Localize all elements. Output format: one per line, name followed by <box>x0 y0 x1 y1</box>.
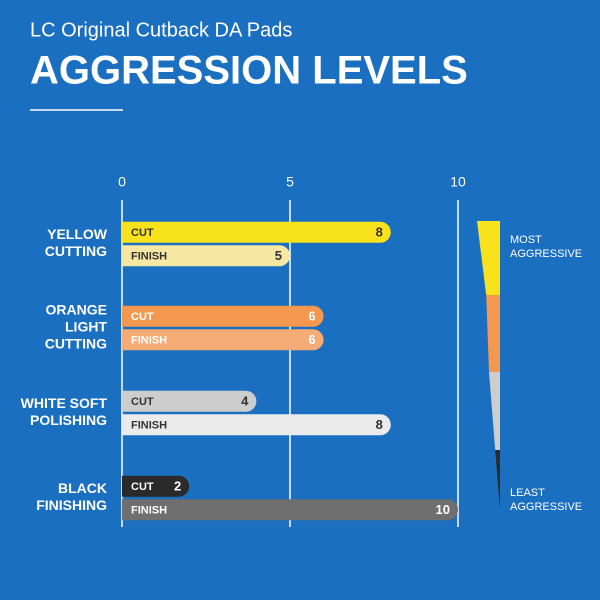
wedge-black <box>495 450 500 510</box>
scale-bottom-label: LEAST <box>510 487 545 499</box>
bar <box>122 221 391 243</box>
wedge-white <box>489 372 500 450</box>
bar-name: CUT <box>131 396 154 408</box>
bar-name: FINISH <box>131 420 167 432</box>
bar-name: CUT <box>131 227 154 239</box>
wedge-orange <box>486 295 500 372</box>
category-label: YELLOW <box>47 226 108 242</box>
scale-top-label: AGGRESSIVE <box>510 248 582 260</box>
category-label: WHITE SOFT <box>21 395 108 411</box>
value-label: 6 <box>308 332 315 347</box>
bar <box>122 475 190 497</box>
category-label: CUTTING <box>45 336 107 352</box>
value-label: 8 <box>376 225 383 240</box>
subtitle: LC Original Cutback DA Pads <box>30 19 292 41</box>
bar <box>122 414 391 436</box>
x-tick-label: 0 <box>118 174 126 190</box>
bar <box>122 245 290 267</box>
bar-name: FINISH <box>131 505 167 517</box>
category-label: ORANGE <box>46 302 107 318</box>
bar-name: FINISH <box>131 335 167 347</box>
title: AGGRESSION LEVELS <box>30 49 468 93</box>
category-label: POLISHING <box>30 412 107 428</box>
bar <box>122 390 257 412</box>
bar-name: FINISH <box>131 251 167 263</box>
category-label: LIGHT <box>65 319 107 335</box>
scale-bottom-label: AGGRESSIVE <box>510 501 582 513</box>
category-label: BLACK <box>58 480 107 496</box>
value-label: 5 <box>275 248 282 263</box>
bar <box>122 305 324 327</box>
value-label: 2 <box>174 479 181 494</box>
category-label: FINISHING <box>36 497 107 513</box>
bar-name: CUT <box>131 311 154 323</box>
x-tick-label: 10 <box>450 174 466 190</box>
bar <box>122 329 324 351</box>
bar <box>122 499 458 521</box>
value-label: 10 <box>436 502 450 517</box>
wedge-yellow <box>477 221 500 295</box>
value-label: 8 <box>376 417 383 432</box>
category-label: CUTTING <box>45 243 107 259</box>
bar-name: CUT <box>131 481 154 493</box>
value-label: 6 <box>308 309 315 324</box>
x-tick-label: 5 <box>286 174 294 190</box>
aggression-wedge <box>477 221 500 510</box>
value-label: 4 <box>241 394 249 409</box>
scale-top-label: MOST <box>510 234 542 246</box>
